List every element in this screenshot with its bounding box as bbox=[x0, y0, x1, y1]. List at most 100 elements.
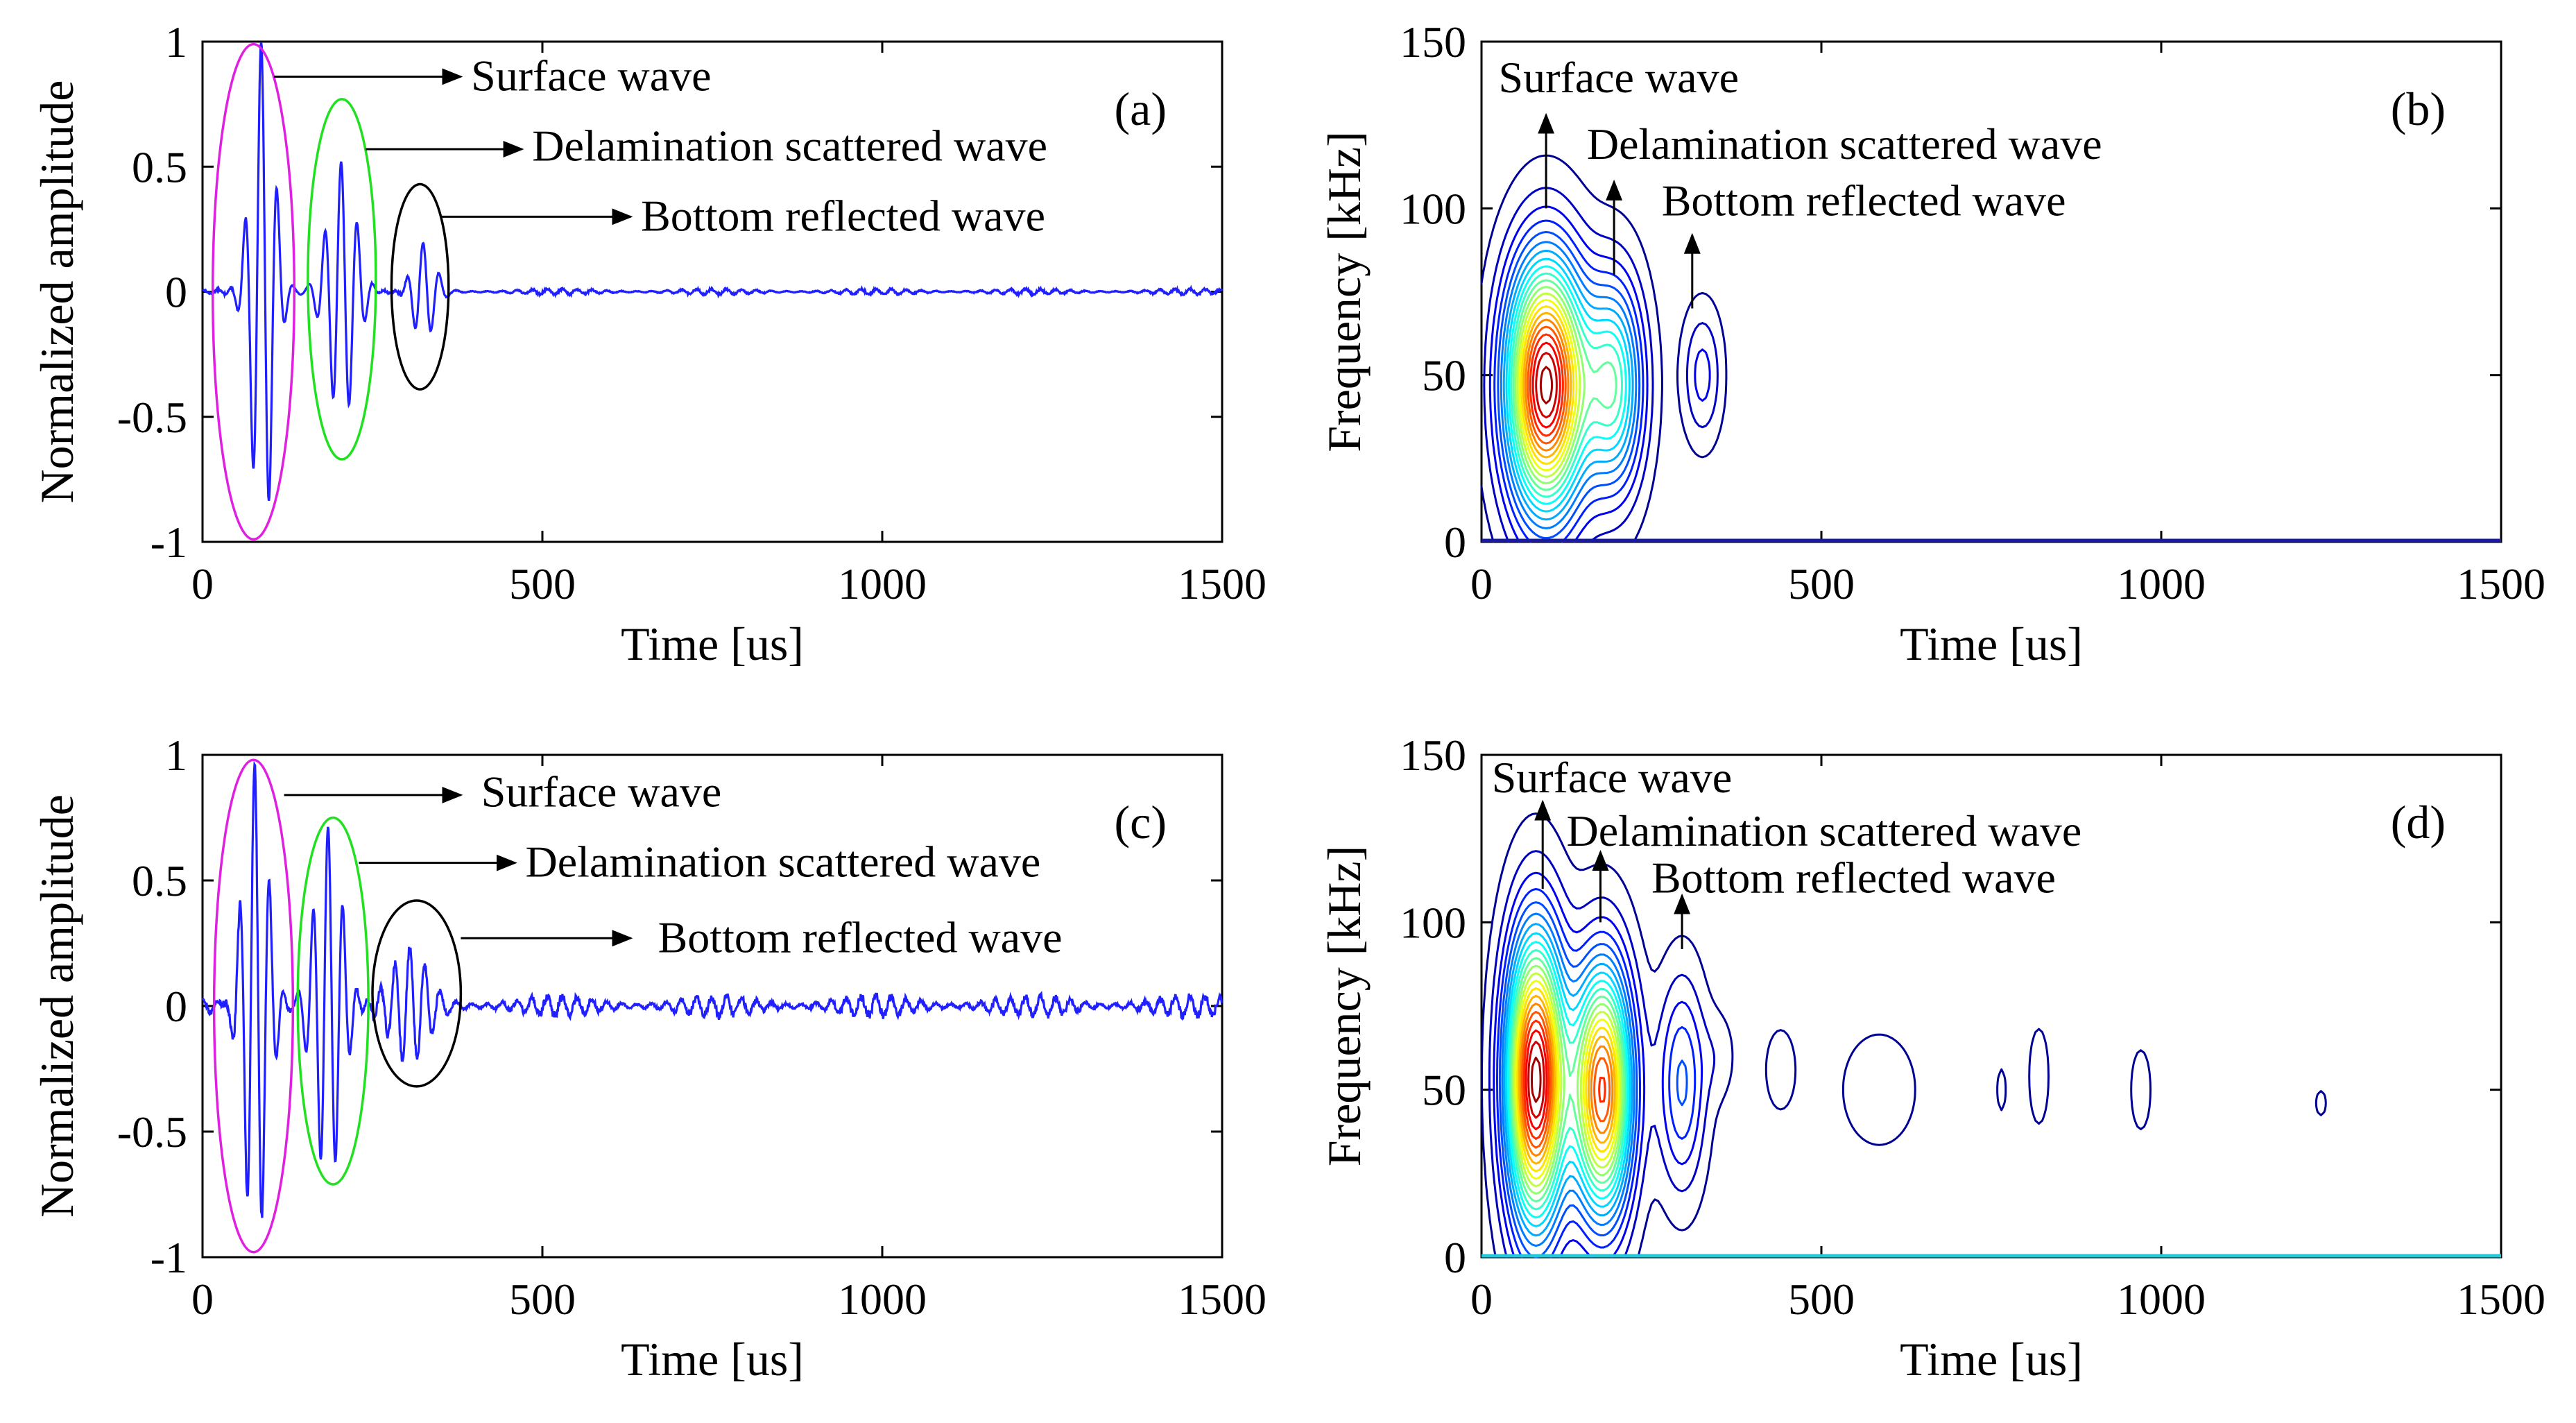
y-tick-label: -1 bbox=[151, 1233, 187, 1282]
annotation-label: Surface wave bbox=[1499, 53, 1739, 102]
x-tick-label: 0 bbox=[1470, 559, 1493, 608]
annotation-label: Bottom reflected wave bbox=[641, 191, 1045, 240]
y-axis-label: Normalized amplitude bbox=[31, 794, 83, 1218]
contour-level-line bbox=[1520, 305, 1575, 465]
contour-level-line bbox=[1516, 987, 1618, 1173]
contour-level-line bbox=[1521, 1011, 1611, 1149]
contour-level-line bbox=[1527, 1041, 1545, 1119]
contour-level-line bbox=[1519, 1003, 1614, 1157]
annotation-label: Delamination scattered wave bbox=[1567, 806, 2082, 855]
y-axis-label: Frequency [kHz] bbox=[1318, 846, 1371, 1167]
x-tick-label: 1000 bbox=[838, 559, 927, 608]
x-axis-label: Time [us] bbox=[1900, 617, 2083, 670]
signal-series-line bbox=[202, 42, 1223, 501]
x-tick-label: 1000 bbox=[2117, 559, 2206, 608]
x-tick-label: 500 bbox=[509, 559, 576, 608]
y-tick-label: 0 bbox=[165, 268, 187, 317]
annotation-label: Surface wave bbox=[1492, 753, 1732, 802]
annotation-label: Delamination scattered wave bbox=[532, 121, 1047, 170]
contour-level-line bbox=[1531, 341, 1561, 429]
contour-level-line bbox=[1506, 941, 1629, 1219]
annotation-label: Surface wave bbox=[471, 51, 711, 100]
y-tick-label: 50 bbox=[1422, 1066, 1466, 1115]
contour-level-line bbox=[1515, 980, 1620, 1180]
x-tick-label: 1500 bbox=[2457, 1275, 2545, 1324]
annotation-label: Bottom reflected wave bbox=[1651, 853, 2056, 903]
panel-label: (d) bbox=[2391, 796, 2446, 849]
annotation-label: Delamination scattered wave bbox=[526, 837, 1041, 887]
contour-level-line bbox=[1531, 1057, 1542, 1103]
plot-frame bbox=[201, 753, 1223, 1259]
y-tick-label: 0 bbox=[1444, 518, 1466, 567]
y-tick-label: 1 bbox=[165, 17, 187, 67]
signal-series-line bbox=[201, 760, 1223, 1218]
contour-level-line bbox=[1503, 923, 1633, 1237]
x-tick-label: 500 bbox=[1788, 559, 1855, 608]
contour-level-line bbox=[1522, 312, 1572, 459]
y-tick-label: 0 bbox=[1444, 1233, 1466, 1282]
contour-level-line bbox=[1525, 318, 1570, 452]
y-tick-label: 0.5 bbox=[132, 142, 187, 191]
surface-wave-ellipse bbox=[211, 42, 296, 541]
contour-level-line bbox=[1510, 957, 1626, 1202]
panel-label: (c) bbox=[1115, 796, 1167, 849]
x-tick-label: 0 bbox=[1470, 1275, 1493, 1324]
y-tick-label: 150 bbox=[1400, 731, 1466, 780]
y-tick-label: 0 bbox=[165, 982, 187, 1031]
contour-level-line bbox=[1518, 994, 1616, 1165]
bottom-reflected-ellipse bbox=[390, 182, 450, 391]
panel-b: 0 500 1000 1500 0 50 100 150 Time [us] Frequency … bbox=[1318, 17, 2545, 670]
x-tick-label: 1500 bbox=[2457, 559, 2545, 608]
annotation-label: Bottom reflected wave bbox=[658, 912, 1063, 962]
y-axis-label: Normalized amplitude bbox=[31, 80, 83, 504]
contour-level-line bbox=[1511, 964, 1624, 1195]
x-axis-label: Time [us] bbox=[1900, 1333, 2083, 1386]
contour-level-line bbox=[1516, 292, 1581, 478]
y-tick-label: 50 bbox=[1422, 351, 1466, 400]
x-tick-label: 1000 bbox=[838, 1275, 927, 1324]
panel-a: 0 500 1000 1500 -1 -0.5 0 0.5 1 Time [us] Normaliz… bbox=[31, 17, 1266, 670]
contour-level-line bbox=[1500, 241, 1638, 529]
contour-level-line bbox=[1510, 272, 1623, 498]
contour-level-line bbox=[1509, 949, 1627, 1211]
contour-level-line bbox=[1539, 366, 1554, 404]
contour-level-line bbox=[1501, 912, 1635, 1247]
panel-label: (b) bbox=[2391, 83, 2446, 135]
panel-label: (a) bbox=[1115, 83, 1167, 135]
x-tick-label: 1500 bbox=[1178, 559, 1266, 608]
x-axis-label: Time [us] bbox=[621, 1333, 804, 1386]
contour-level-line bbox=[1518, 298, 1578, 472]
panel-c: 0 500 1000 1500 -1 -0.5 0 0.5 1 Time [us] Normaliz… bbox=[31, 731, 1266, 1386]
y-tick-label: 150 bbox=[1400, 17, 1466, 67]
y-tick-label: 100 bbox=[1400, 184, 1466, 233]
surface-wave-ellipse bbox=[212, 758, 295, 1254]
contour-level-line bbox=[1525, 1029, 1548, 1130]
delamination-ellipse bbox=[296, 816, 370, 1186]
y-tick-label: -0.5 bbox=[117, 1107, 187, 1157]
y-tick-label: -0.5 bbox=[117, 393, 187, 442]
contour-level-line bbox=[1535, 352, 1558, 418]
contour-level-line bbox=[1514, 286, 1586, 485]
y-tick-label: -1 bbox=[151, 518, 187, 567]
annotation-label: Delamination scattered wave bbox=[1587, 119, 2102, 169]
contour-level-line bbox=[1513, 972, 1622, 1188]
panel-d: 0 500 1000 1500 0 50 100 150 Time [us] Frequency … bbox=[1318, 731, 2545, 1386]
x-tick-label: 500 bbox=[509, 1275, 576, 1324]
annotation-label: Bottom reflected wave bbox=[1662, 176, 2066, 225]
y-tick-label: 1 bbox=[165, 731, 187, 780]
x-tick-label: 0 bbox=[191, 1275, 214, 1324]
y-tick-label: 0.5 bbox=[132, 856, 187, 905]
contour-level-line bbox=[1497, 231, 1641, 540]
x-tick-label: 0 bbox=[191, 559, 214, 608]
contour-level-line bbox=[1512, 279, 1617, 491]
delamination-ellipse bbox=[307, 98, 377, 461]
contour-level-line bbox=[1527, 325, 1567, 445]
contour-level-line bbox=[1505, 257, 1631, 513]
contour-level-line bbox=[1522, 1019, 1606, 1140]
contour-level-line bbox=[1481, 812, 2327, 1259]
x-tick-label: 1500 bbox=[1178, 1275, 1266, 1324]
x-tick-label: 500 bbox=[1788, 1275, 1855, 1324]
x-tick-label: 1000 bbox=[2117, 1275, 2206, 1324]
bottom-reflected-ellipse bbox=[371, 899, 463, 1088]
